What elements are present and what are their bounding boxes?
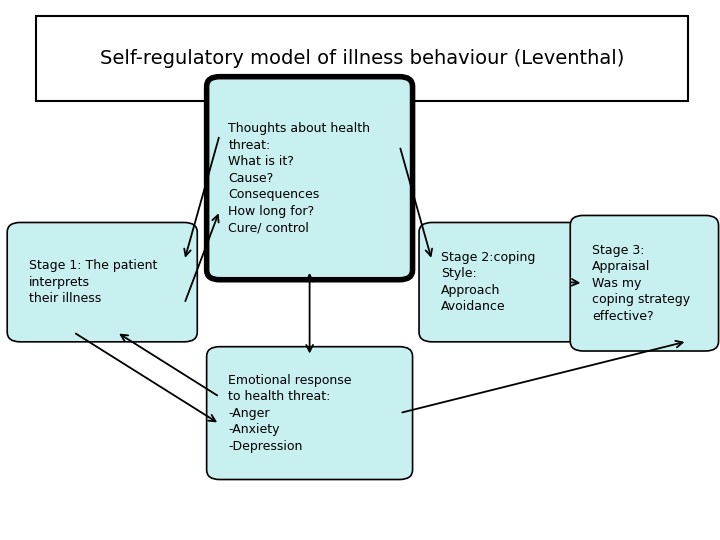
Text: Stage 2:coping
Style:
Approach
Avoidance: Stage 2:coping Style: Approach Avoidance — [441, 251, 535, 313]
Text: Emotional response
to health threat:
-Anger
-Anxiety
-Depression: Emotional response to health threat: -An… — [228, 374, 352, 453]
Text: Stage 1: The patient
interprets
their illness: Stage 1: The patient interprets their il… — [29, 259, 157, 305]
FancyBboxPatch shape — [207, 347, 413, 480]
FancyBboxPatch shape — [207, 77, 413, 280]
FancyBboxPatch shape — [570, 215, 719, 351]
FancyBboxPatch shape — [7, 222, 197, 342]
Text: Stage 3:
Appraisal
Was my
coping strategy
effective?: Stage 3: Appraisal Was my coping strateg… — [592, 244, 690, 323]
Text: Self-regulatory model of illness behaviour (Leventhal): Self-regulatory model of illness behavio… — [99, 49, 624, 68]
FancyBboxPatch shape — [419, 222, 582, 342]
FancyBboxPatch shape — [36, 16, 688, 101]
Text: Thoughts about health
threat:
What is it?
Cause?
Consequences
How long for?
Cure: Thoughts about health threat: What is it… — [228, 122, 370, 234]
